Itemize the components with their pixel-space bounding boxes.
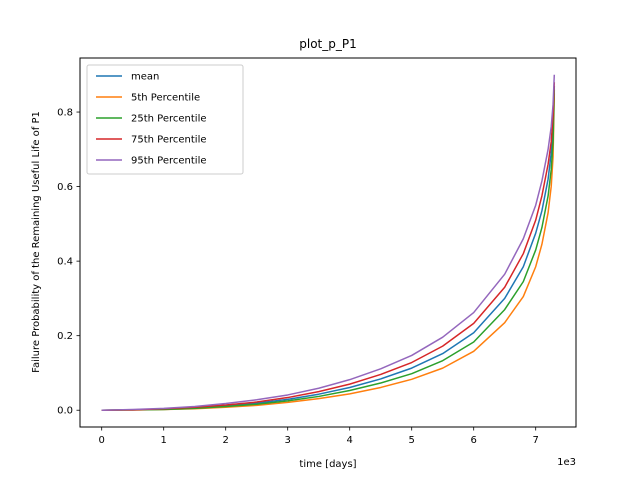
x-tick-label: 3 — [285, 435, 291, 446]
y-tick-label: 0.8 — [57, 108, 73, 119]
x-tick-label: 6 — [471, 435, 477, 446]
y-axis: 0.0 0.2 0.4 0.6 0.8 — [57, 108, 80, 417]
x-tick-label: 1 — [161, 435, 167, 446]
plot-area — [101, 74, 556, 411]
series-line-4 — [101, 74, 556, 411]
x-axis-offset-label: 1e3 — [557, 457, 576, 468]
y-tick-label: 0.6 — [57, 182, 73, 193]
legend-label: 75th Percentile — [131, 135, 207, 146]
legend-label: 5th Percentile — [131, 93, 200, 104]
plot-frame — [79, 57, 577, 428]
x-tick-label: 4 — [347, 435, 353, 446]
legend-label: mean — [131, 72, 159, 83]
legend-label: 95th Percentile — [131, 156, 207, 167]
y-axis-label: Failure Probability of the Remaining Use… — [31, 111, 42, 373]
x-axis: 0 1 2 3 4 5 6 7 — [99, 427, 539, 446]
y-tick-label: 0.0 — [57, 406, 73, 417]
series-line-3 — [101, 82, 556, 411]
x-tick-label: 2 — [223, 435, 229, 446]
x-tick-label: 5 — [409, 435, 415, 446]
chart-title: plot_p_P1 — [299, 37, 357, 51]
y-tick-label: 0.2 — [57, 331, 73, 342]
y-tick-label: 0.4 — [57, 257, 73, 268]
x-axis-label: time [days] — [299, 459, 356, 470]
legend: mean 5th Percentile 25th Percentile 75th Pe… — [86, 64, 244, 175]
legend-label: 25th Percentile — [131, 114, 207, 125]
x-tick-label: 0 — [99, 435, 105, 446]
legend-box — [86, 64, 244, 175]
x-tick-label: 7 — [533, 435, 539, 446]
series-line-2 — [101, 89, 556, 411]
